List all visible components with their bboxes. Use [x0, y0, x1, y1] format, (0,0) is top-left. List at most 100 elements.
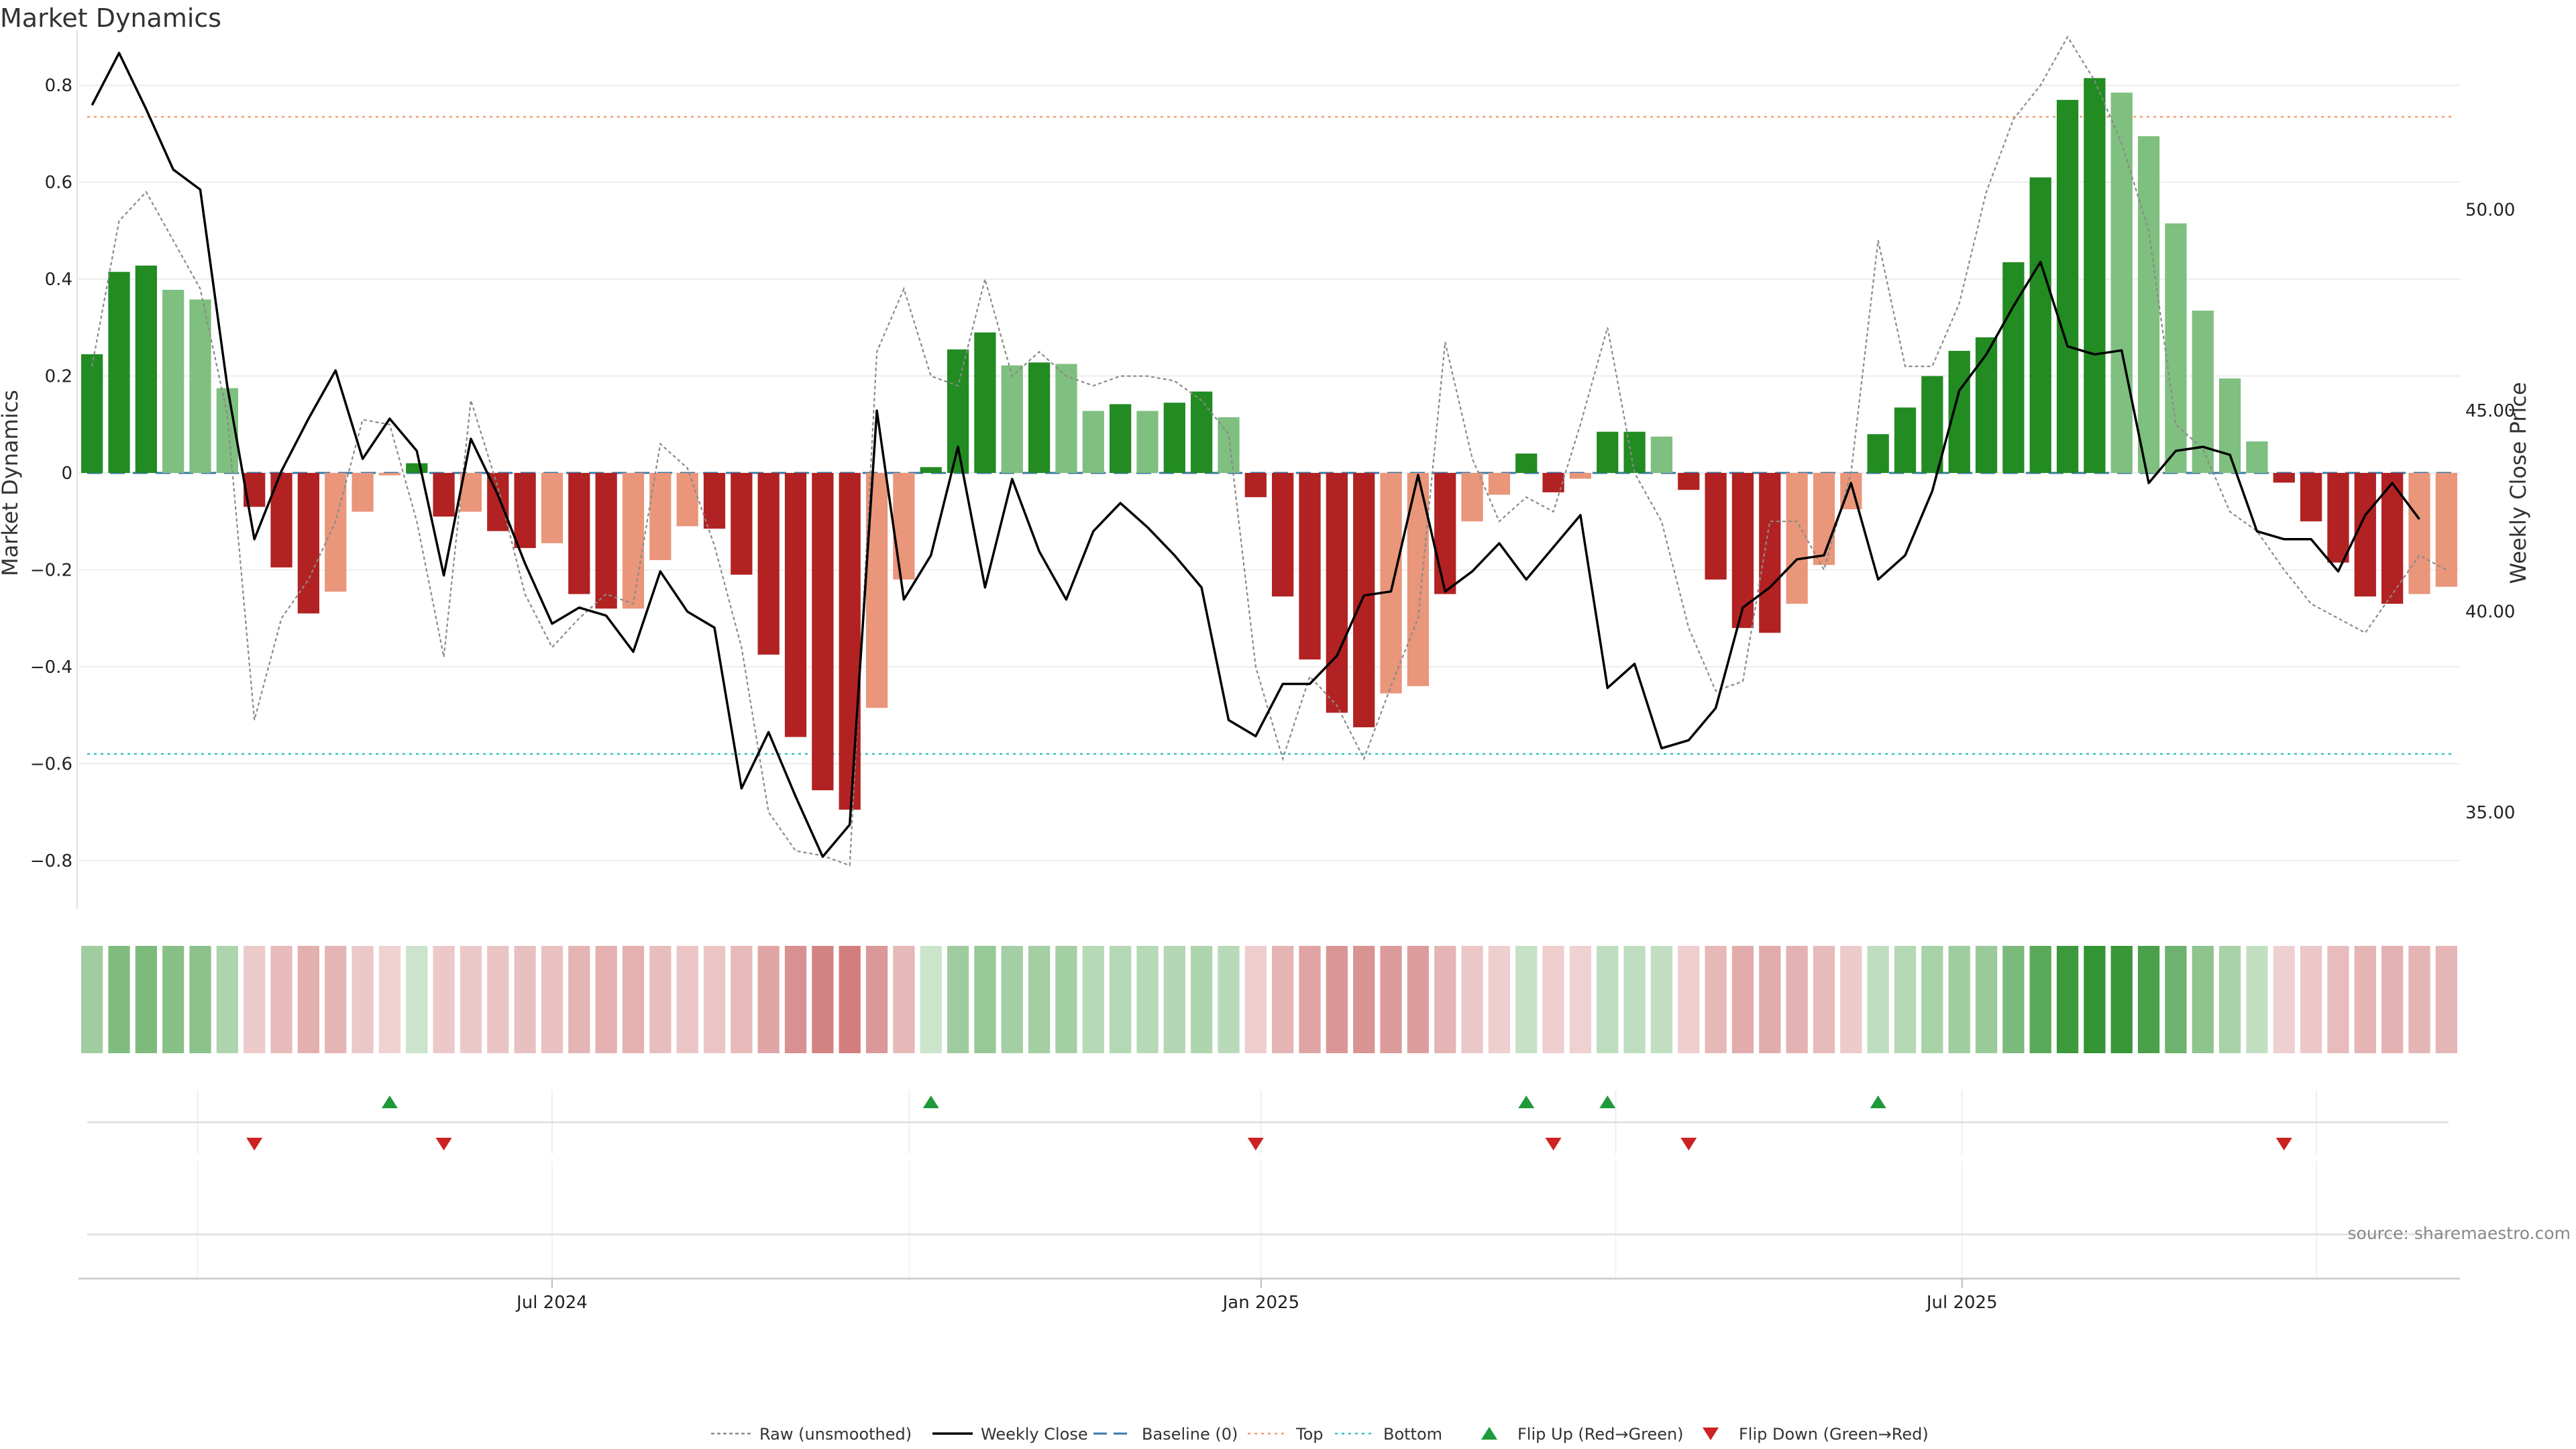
momentum-bar: [1515, 453, 1538, 473]
heat-cell: [2435, 946, 2457, 1053]
momentum-bar: [757, 473, 780, 655]
momentum-bar: [703, 473, 726, 529]
heat-cell: [1975, 946, 1998, 1053]
flip-up-marker: [1599, 1095, 1616, 1108]
legend: Raw (unsmoothed) Weekly Close Baseline (0)…: [711, 1425, 1929, 1444]
heat-cell: [1109, 946, 1132, 1053]
heat-cell: [1569, 946, 1592, 1053]
x-tick-label: Jan 2025: [1222, 1293, 1300, 1313]
momentum-bar: [1244, 473, 1267, 498]
heat-cell: [2002, 946, 2025, 1053]
y2-tick-label: 50.00: [2465, 201, 2515, 221]
y-axis-label: Market Dynamics: [0, 390, 23, 576]
momentum-bar: [1461, 473, 1483, 522]
heat-cell: [812, 946, 834, 1053]
momentum-bar: [162, 290, 184, 473]
heat-cell: [568, 946, 590, 1053]
heat-cell: [297, 946, 320, 1053]
momentum-bar: [676, 473, 698, 527]
heat-cell: [1191, 946, 1213, 1053]
heat-cell: [1299, 946, 1321, 1053]
momentum-bar: [1813, 473, 1835, 566]
momentum-bar: [1109, 404, 1132, 473]
heat-cell: [433, 946, 455, 1053]
heat-cell: [2029, 946, 2051, 1053]
heat-cell: [2381, 946, 2404, 1053]
legend-label: Flip Down (Green→Red): [1739, 1425, 1929, 1444]
raw-line: [91, 35, 2447, 867]
close-line: [91, 52, 2420, 858]
flip-down-marker: [246, 1138, 263, 1150]
heat-cell: [2300, 946, 2322, 1053]
momentum-bar: [2381, 473, 2404, 604]
legend-item: Baseline (0): [1093, 1425, 1238, 1444]
momentum-bar: [1326, 473, 1348, 713]
heat-cell: [1840, 946, 1862, 1053]
heat-cell: [1948, 946, 1970, 1053]
heat-cell: [1731, 946, 1754, 1053]
heat-cell: [541, 946, 564, 1053]
momentum-bar: [1380, 473, 1402, 694]
legend-label: Raw (unsmoothed): [759, 1425, 912, 1444]
heat-cell: [460, 946, 482, 1053]
legend-item: Flip Up (Red→Green): [1481, 1425, 1684, 1444]
heat-cell: [189, 946, 211, 1053]
heat-cell: [893, 946, 915, 1053]
heat-cell: [2246, 946, 2268, 1053]
heat-cell: [514, 946, 536, 1053]
heat-cell: [135, 946, 157, 1053]
heat-cell: [2273, 946, 2295, 1053]
heat-cell: [1380, 946, 1402, 1053]
legend-swatch-flip-up: [1481, 1427, 1497, 1440]
heat-cell: [1786, 946, 1808, 1053]
momentum-bar: [812, 473, 834, 791]
momentum-bar: [2002, 262, 2025, 473]
momentum-bar: [378, 473, 401, 476]
momentum-bar: [2137, 136, 2160, 474]
legend-label: Top: [1295, 1425, 1324, 1444]
heat-cell: [1055, 946, 1077, 1053]
momentum-bar: [1191, 391, 1213, 473]
y2-axis-label: Weekly Close Price: [2506, 382, 2531, 584]
y-tick-label: −0.2: [30, 560, 72, 580]
heat-cell: [784, 946, 807, 1053]
momentum-bar: [1921, 376, 1943, 473]
momentum-bar: [1948, 351, 1970, 473]
y2-tick-label: 40.00: [2465, 602, 2515, 623]
momentum-bar: [2300, 473, 2322, 522]
heat-cell: [270, 946, 292, 1053]
heat-cell: [244, 946, 266, 1053]
momentum-bars: [81, 78, 2457, 810]
momentum-bar: [1163, 402, 1185, 473]
heat-cell: [2137, 946, 2160, 1053]
heat-cell: [703, 946, 726, 1053]
momentum-bar: [2218, 378, 2241, 473]
momentum-bar: [2408, 473, 2430, 594]
momentum-bar: [2084, 78, 2106, 473]
y-tick-label: 0.6: [45, 173, 72, 193]
momentum-bar: [1136, 411, 1159, 473]
momentum-bar: [541, 473, 564, 543]
flip-up-marker: [1870, 1095, 1886, 1108]
heat-cell: [947, 946, 969, 1053]
momentum-bar: [1299, 473, 1321, 660]
heat-cell: [81, 946, 103, 1053]
momentum-bar: [2056, 99, 2079, 473]
momentum-bar: [974, 332, 996, 473]
momentum-bar: [1488, 473, 1511, 495]
momentum-bar: [2246, 441, 2268, 473]
momentum-bar: [1597, 431, 1619, 473]
momentum-bar: [1028, 362, 1051, 473]
momentum-bar: [108, 272, 130, 473]
momentum-bar: [2327, 473, 2349, 563]
heat-cell: [731, 946, 753, 1053]
heat-cell: [865, 946, 888, 1053]
legend-label: Baseline (0): [1142, 1425, 1238, 1444]
momentum-bar: [649, 473, 672, 560]
momentum-bar: [893, 473, 915, 580]
weekly-close-line: [91, 52, 2420, 858]
heat-cell: [1163, 946, 1185, 1053]
heat-cell: [974, 946, 996, 1053]
heat-cell: [1461, 946, 1483, 1053]
heat-cell: [676, 946, 698, 1053]
